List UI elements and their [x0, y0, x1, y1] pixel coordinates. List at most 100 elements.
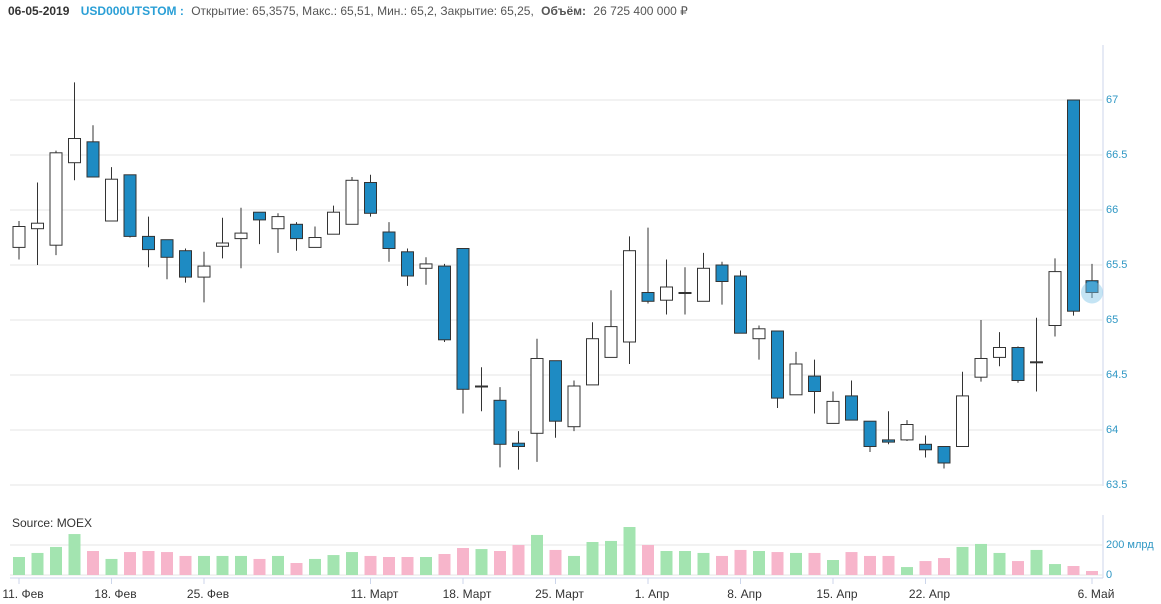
header: 06-05-2019 USD000UTSTOM : Открытие: 65,3…: [8, 4, 688, 18]
volume-bar: [198, 555, 210, 575]
x-tick-label: 8. Апр: [727, 587, 762, 601]
y-tick-label: 63.5: [1106, 479, 1127, 491]
x-tick-label: 15. Апр: [816, 587, 858, 601]
candle-body: [586, 338, 599, 386]
x-tick-label: 11. Фев: [2, 587, 43, 601]
volume-bar: [827, 560, 839, 575]
candle-body: [1048, 271, 1062, 327]
volume-bar: [919, 561, 932, 575]
candle-body: [697, 267, 710, 302]
candle-body: [1011, 347, 1025, 381]
volume-bar: [364, 555, 377, 575]
candle-body: [253, 211, 266, 221]
volume-bar: [105, 558, 118, 575]
x-tick-label: 11. Март: [351, 587, 399, 601]
volume-bar: [253, 558, 266, 575]
volume-bar: [346, 552, 358, 575]
candle-body: [197, 265, 211, 278]
volume-bar: [401, 557, 414, 575]
y-tick-label: 66: [1106, 204, 1118, 216]
y-tick-label: 65: [1106, 314, 1118, 326]
y-tick-label: 65.5: [1106, 259, 1127, 271]
volume-bar: [808, 552, 821, 575]
volume-bar: [790, 552, 802, 575]
y-tick-label: 64.5: [1106, 369, 1127, 381]
header-date: 06-05-2019: [8, 4, 70, 18]
candle-body: [419, 263, 433, 269]
volume-bar: [975, 543, 987, 575]
volume-bar: [383, 557, 395, 575]
volume-bar: [494, 551, 506, 575]
candle-body: [475, 385, 488, 388]
volume-bar: [586, 542, 599, 575]
volume-bar: [68, 534, 81, 575]
volume-bar: [512, 545, 525, 575]
x-tick-label: 25. Фев: [187, 587, 229, 601]
candle-body: [493, 399, 507, 445]
candle-body: [845, 395, 858, 421]
candle-body: [956, 395, 969, 447]
volume-bar: [31, 552, 44, 575]
candle-body: [327, 211, 340, 235]
candle-body: [678, 292, 692, 294]
candle-body: [882, 439, 895, 443]
candle-body: [604, 326, 618, 358]
candle-body: [345, 179, 359, 225]
volume-bar: [1030, 549, 1043, 575]
volume-bar: [235, 555, 247, 575]
candle-body: [789, 363, 803, 396]
candle-body: [160, 239, 174, 258]
volume-bar: [642, 545, 654, 575]
candle-body: [641, 292, 655, 302]
header-ticker: USD000UTSTOM :: [81, 4, 184, 18]
candle-body: [919, 443, 932, 451]
candle-body: [364, 182, 377, 214]
volume-bar: [993, 552, 1006, 575]
volume-bar: [679, 551, 691, 575]
volume-bar: [549, 549, 562, 575]
y-tick-label: 200 млрд: [1106, 539, 1154, 551]
volume-bar: [753, 551, 765, 575]
y-tick-label: 64: [1106, 424, 1118, 436]
candle-body: [1030, 361, 1043, 364]
hover-marker: [1081, 281, 1103, 304]
volume-bar: [290, 563, 303, 575]
candle-body: [715, 264, 729, 282]
volume-bar: [216, 555, 229, 575]
candle-body: [623, 250, 636, 343]
candle-body: [530, 358, 544, 434]
candle-body: [900, 424, 914, 441]
candle-body: [808, 375, 821, 393]
volume-bar: [179, 555, 192, 575]
candle-body: [456, 248, 470, 390]
candle-body: [290, 223, 303, 240]
volume-bar: [420, 557, 432, 575]
x-tick-label: 18. Фев: [94, 587, 136, 601]
candle-body: [105, 178, 118, 222]
header-volume-label: Объём:: [541, 4, 586, 18]
volume-bar: [623, 527, 636, 575]
candle-body: [234, 232, 248, 240]
candle-body: [68, 138, 81, 164]
volume-bar: [531, 534, 543, 575]
volume-bar: [734, 549, 747, 575]
volume-bar: [438, 554, 451, 575]
candle-body: [382, 231, 396, 249]
volume-bar: [1049, 564, 1061, 575]
header-summary: Открытие: 65,3575, Макс.: 65,51, Мин.: 6…: [191, 4, 534, 18]
x-tick-label: 25. Март: [535, 587, 584, 601]
y-tick-label: 67: [1106, 94, 1118, 106]
volume-bar: [882, 555, 895, 575]
candle-body: [308, 237, 322, 248]
volume-bar: [327, 555, 340, 575]
candle-body: [660, 286, 673, 301]
candle-body: [863, 420, 877, 448]
candle-body: [974, 358, 988, 378]
volume-bar: [771, 552, 784, 575]
candle-body: [31, 222, 44, 230]
volume-bar: [697, 552, 710, 575]
volume-bar: [309, 558, 321, 575]
candle-body: [512, 442, 525, 448]
volume-bar: [1012, 561, 1024, 575]
y-tick-label: 0: [1106, 569, 1112, 581]
